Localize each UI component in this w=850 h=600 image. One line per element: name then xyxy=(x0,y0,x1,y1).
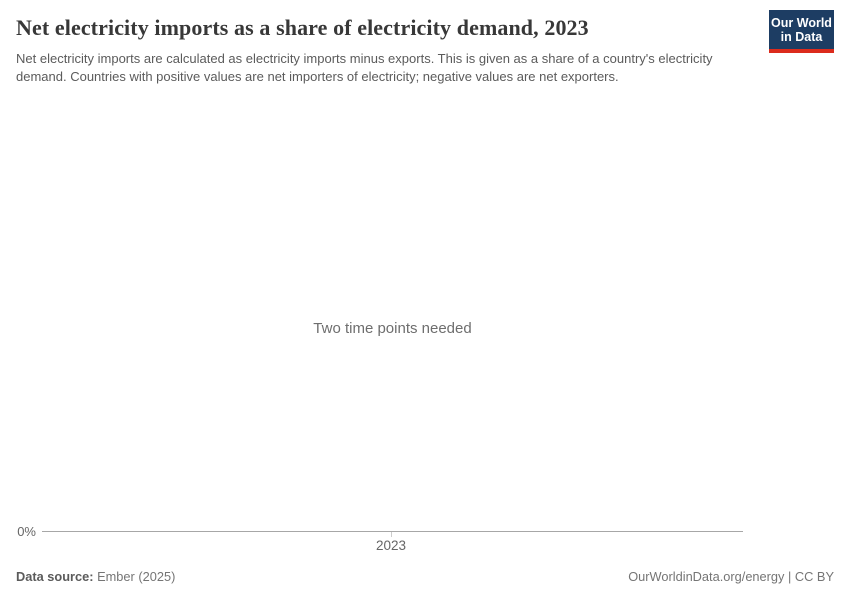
chart-subtitle: Net electricity imports are calculated a… xyxy=(16,51,713,84)
x-axis-line xyxy=(42,531,743,532)
x-axis-tick-label: 2023 xyxy=(375,538,407,553)
data-source-label: Data source: xyxy=(16,569,94,584)
owid-logo-line2: in Data xyxy=(780,30,823,44)
owid-logo-box: Our World in Data xyxy=(769,10,834,53)
empty-state-message: Two time points needed xyxy=(313,320,472,337)
data-source-link[interactable]: Ember (2025) xyxy=(97,569,176,584)
citation-link[interactable]: OurWorldinData.org/energy | CC BY xyxy=(628,569,834,584)
owid-logo[interactable]: Our World in Data xyxy=(769,10,834,53)
x-axis-tick-mark xyxy=(391,532,392,537)
chart-header: Net electricity imports as a share of el… xyxy=(16,10,834,85)
y-axis-tick-label: 0% xyxy=(17,524,36,539)
data-source: Data source: Ember (2025) xyxy=(16,569,175,585)
chart-footer: Data source: Ember (2025) OurWorldinData… xyxy=(16,569,834,585)
chart-title: Net electricity imports as a share of el… xyxy=(16,15,589,40)
owid-logo-line1: Our World xyxy=(771,16,832,30)
